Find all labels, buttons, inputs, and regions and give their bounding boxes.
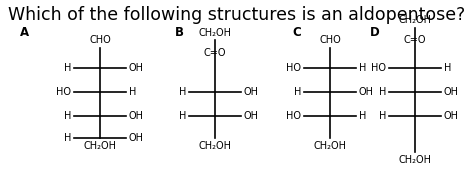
- Text: CH₂OH: CH₂OH: [199, 28, 231, 38]
- Text: H: H: [64, 63, 71, 73]
- Text: CH₂OH: CH₂OH: [199, 141, 231, 151]
- Text: C=O: C=O: [204, 48, 226, 58]
- Text: OH: OH: [129, 133, 144, 143]
- Text: HO: HO: [371, 63, 386, 73]
- Text: HO: HO: [286, 63, 301, 73]
- Text: H: H: [179, 87, 186, 97]
- Text: H: H: [379, 111, 386, 121]
- Text: OH: OH: [444, 111, 459, 121]
- Text: H: H: [129, 87, 137, 97]
- Text: C=O: C=O: [404, 35, 426, 45]
- Text: HO: HO: [56, 87, 71, 97]
- Text: CH₂OH: CH₂OH: [399, 155, 431, 165]
- Text: H: H: [379, 87, 386, 97]
- Text: A: A: [20, 26, 29, 39]
- Text: OH: OH: [244, 111, 259, 121]
- Text: OH: OH: [244, 87, 259, 97]
- Text: HO: HO: [286, 111, 301, 121]
- Text: B: B: [175, 26, 184, 39]
- Text: H: H: [359, 63, 366, 73]
- Text: OH: OH: [129, 63, 144, 73]
- Text: H: H: [444, 63, 451, 73]
- Text: CH₂OH: CH₂OH: [313, 141, 346, 151]
- Text: H: H: [64, 133, 71, 143]
- Text: OH: OH: [359, 87, 374, 97]
- Text: H: H: [179, 111, 186, 121]
- Text: OH: OH: [444, 87, 459, 97]
- Text: Which of the following structures is an aldopentose?: Which of the following structures is an …: [9, 6, 465, 24]
- Text: CH₂OH: CH₂OH: [399, 15, 431, 25]
- Text: H: H: [293, 87, 301, 97]
- Text: C: C: [292, 26, 301, 39]
- Text: OH: OH: [129, 111, 144, 121]
- Text: D: D: [370, 26, 380, 39]
- Text: H: H: [359, 111, 366, 121]
- Text: CHO: CHO: [319, 35, 341, 45]
- Text: CHO: CHO: [89, 35, 111, 45]
- Text: CH₂OH: CH₂OH: [83, 141, 117, 151]
- Text: H: H: [64, 111, 71, 121]
